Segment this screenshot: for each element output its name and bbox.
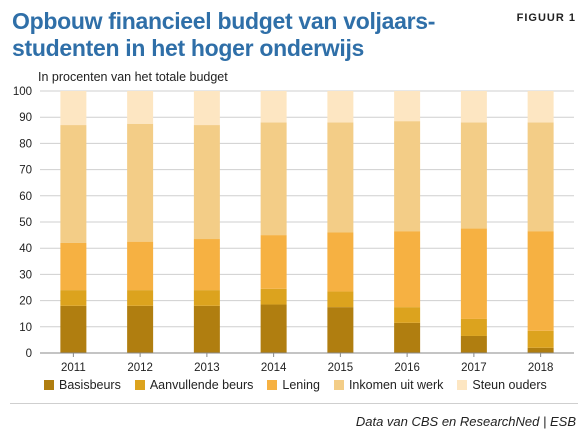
bar-segment-steun-ouders	[527, 91, 554, 123]
bar-segment-aanvullende-beurs	[60, 290, 87, 306]
legend-swatch	[333, 380, 344, 390]
bar-segment-lening	[394, 231, 421, 308]
legend-item-aanvullende-beurs: Aanvullende beurs	[134, 378, 254, 392]
axis-unit-subtitle: In procenten van het totale budget	[38, 70, 228, 84]
x-tick-label: 2014	[261, 362, 287, 374]
y-tick-label: 30	[19, 269, 32, 281]
y-tick-label: 0	[26, 348, 32, 360]
bar-segment-steun-ouders	[260, 91, 287, 123]
legend-item-inkomen-uit-werk: Inkomen uit werk	[333, 378, 444, 392]
bar-segment-lening	[260, 235, 287, 289]
bar-segment-basisbeurs	[127, 305, 154, 353]
bar-segment-inkomen-uit-werk	[260, 122, 287, 236]
bar-segment-basisbeurs	[327, 307, 354, 353]
legend-item-lening: Lening	[267, 378, 320, 392]
bar-segment-basisbeurs	[60, 305, 87, 353]
legend-swatch	[134, 380, 145, 390]
bar-segment-lening	[60, 242, 87, 291]
bar-segment-basisbeurs	[394, 322, 421, 353]
x-tick-label: 2012	[127, 362, 153, 374]
x-tick-label: 2016	[394, 362, 420, 374]
y-tick-label: 90	[19, 112, 32, 124]
bar-segment-steun-ouders	[193, 91, 220, 126]
bar-segment-steun-ouders	[60, 91, 87, 126]
figure-label: FIGUUR 1	[516, 12, 576, 24]
bar-segment-lening	[460, 228, 487, 319]
x-tick-label: 2017	[461, 362, 487, 374]
legend-label: Basisbeurs	[59, 378, 121, 392]
chart-title: Opbouw financieel budget van voljaars-st…	[12, 8, 436, 61]
bar-segment-lening	[127, 241, 154, 291]
bar-segment-inkomen-uit-werk	[527, 122, 554, 232]
stacked-bar-chart: 0 10 20 30 40 50 60 70 80 90 100 2011 2012 2013 2014 20…	[13, 86, 574, 374]
legend-swatch	[44, 380, 54, 390]
legend-swatch	[457, 380, 468, 390]
chart-legend: Basisbeurs Aanvullende beurs Lening Inko…	[44, 378, 547, 392]
bar-segment-inkomen-uit-werk	[60, 125, 87, 243]
y-tick-label: 100	[13, 86, 32, 98]
bar-segment-inkomen-uit-werk	[394, 121, 421, 232]
bar-segment-aanvullende-beurs	[527, 330, 554, 348]
x-tick-label: 2013	[194, 362, 220, 374]
bar-segment-lening	[527, 231, 554, 331]
bar-segment-aanvullende-beurs	[260, 288, 287, 305]
y-tick-label: 20	[19, 296, 32, 308]
legend-label: Aanvullende beurs	[149, 378, 254, 392]
x-tick-label: 2015	[328, 362, 354, 374]
bar-segment-aanvullende-beurs	[394, 307, 421, 323]
bar-segment-inkomen-uit-werk	[327, 122, 354, 233]
bar-segment-inkomen-uit-werk	[460, 122, 487, 229]
bar-segment-basisbeurs	[527, 347, 554, 353]
bar-segment-aanvullende-beurs	[193, 290, 220, 306]
bar-segment-inkomen-uit-werk	[193, 125, 220, 240]
y-tick-label: 50	[19, 217, 32, 229]
bar-segment-lening	[327, 232, 354, 292]
x-tick-label: 2011	[61, 362, 86, 374]
footer-divider	[10, 403, 578, 404]
bar-segment-basisbeurs	[260, 304, 287, 353]
bar-segment-aanvullende-beurs	[327, 291, 354, 308]
bar-segment-steun-ouders	[460, 91, 487, 123]
legend-swatch	[267, 380, 278, 390]
y-tick-label: 40	[19, 243, 32, 255]
bar-segment-basisbeurs	[460, 335, 487, 353]
bar-segment-lening	[193, 239, 220, 291]
bar-segment-steun-ouders	[327, 91, 354, 123]
y-tick-label: 10	[19, 322, 32, 334]
legend-item-basisbeurs: Basisbeurs	[44, 378, 121, 392]
y-tick-label: 70	[19, 165, 32, 177]
bar-segment-inkomen-uit-werk	[127, 123, 154, 242]
bar-segment-aanvullende-beurs	[127, 290, 154, 306]
y-tick-label: 80	[19, 138, 32, 150]
legend-label: Lening	[282, 378, 320, 392]
x-tick-label: 2018	[528, 362, 554, 374]
y-tick-label: 60	[19, 191, 32, 203]
bar-segment-steun-ouders	[127, 91, 154, 124]
legend-label: Steun ouders	[472, 378, 547, 392]
bar-segment-aanvullende-beurs	[460, 318, 487, 336]
legend-label: Inkomen uit werk	[348, 378, 444, 392]
legend-item-steun-ouders: Steun ouders	[457, 378, 547, 392]
bar-segment-steun-ouders	[394, 91, 421, 122]
source-note: Data van CBS en ResearchNed | ESB	[355, 414, 576, 429]
bar-segment-basisbeurs	[193, 305, 220, 353]
